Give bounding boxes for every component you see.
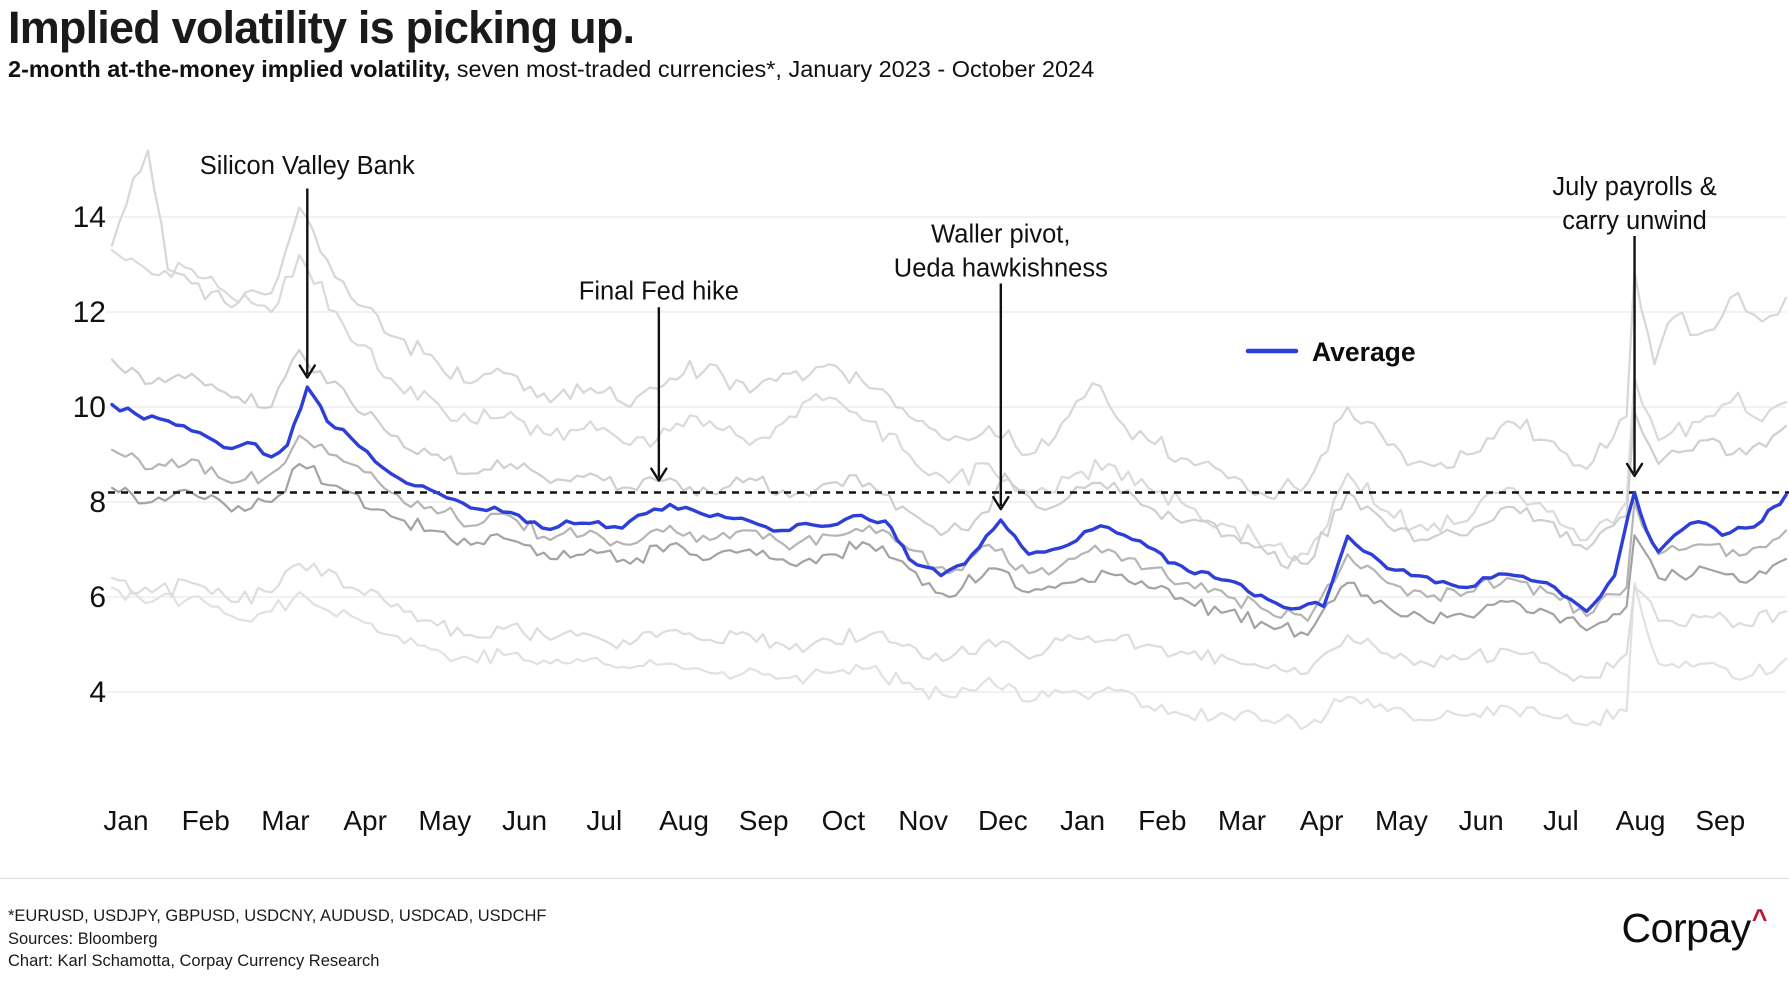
y-tick-label-4: 4 xyxy=(89,676,106,709)
x-tick-label-16-may: May xyxy=(1375,805,1428,836)
series-line-4 xyxy=(110,149,1788,500)
annotation-arrowhead-3 xyxy=(1625,462,1644,478)
footer-divider xyxy=(0,878,1789,879)
x-tick-label-0-jan: Jan xyxy=(103,805,148,836)
annotation-arrowhead-0 xyxy=(298,364,316,379)
x-tick-label-9-oct: Oct xyxy=(822,805,866,836)
x-tick-label-17-jun: Jun xyxy=(1459,805,1504,836)
corpay-logo-text: Corpay xyxy=(1621,905,1752,951)
annotation-text-3-line-0: July payrolls & xyxy=(1552,173,1716,201)
annotation-arrowhead-1 xyxy=(650,467,668,482)
legend-average-label: Average xyxy=(1312,337,1416,367)
x-tick-label-4-may: May xyxy=(418,805,471,836)
series-line-average xyxy=(110,385,1788,613)
series-line-2 xyxy=(110,562,1788,682)
x-tick-label-10-nov: Nov xyxy=(898,805,948,836)
series-line-5 xyxy=(110,348,1788,570)
annotation-text-2-line-1: Ueda hawkishness xyxy=(894,254,1108,282)
y-tick-label-10: 10 xyxy=(73,391,106,424)
series-line-3 xyxy=(110,249,1788,562)
x-tick-label-6-jul: Jul xyxy=(586,805,622,836)
corpay-logo-caret-icon: ^ xyxy=(1751,904,1768,934)
series-line-7 xyxy=(110,462,1788,638)
x-tick-label-20-sep: Sep xyxy=(1695,805,1745,836)
annotation-text-0-line-0: Silicon Valley Bank xyxy=(200,152,415,180)
x-tick-label-19-aug: Aug xyxy=(1616,805,1666,836)
x-tick-label-12-jan: Jan xyxy=(1060,805,1105,836)
x-tick-label-15-apr: Apr xyxy=(1300,805,1344,836)
x-tick-label-11-dec: Dec xyxy=(978,805,1028,836)
series-line-6 xyxy=(110,434,1788,622)
annotation-arrowhead-2 xyxy=(992,495,1010,511)
footnote-currencies: *EURUSD, USDJPY, GBPUSD, USDCNY, AUDUSD,… xyxy=(8,907,547,925)
annotation-text-1-line-0: Final Fed hike xyxy=(579,278,739,306)
x-tick-label-13-feb: Feb xyxy=(1138,805,1186,836)
y-tick-label-12: 12 xyxy=(73,296,106,329)
x-tick-label-18-jul: Jul xyxy=(1543,805,1579,836)
x-tick-label-2-mar: Mar xyxy=(261,805,309,836)
corpay-logo: Corpay^ xyxy=(1621,904,1768,952)
annotation-text-2-line-0: Waller pivot, xyxy=(931,220,1070,248)
x-tick-label-1-feb: Feb xyxy=(182,805,230,836)
y-tick-label-14: 14 xyxy=(73,201,106,234)
x-tick-label-8-sep: Sep xyxy=(739,805,789,836)
x-tick-label-5-jun: Jun xyxy=(502,805,547,836)
footnote-credit: Chart: Karl Schamotta, Corpay Currency R… xyxy=(8,952,380,970)
subtitle-regular-part: seven most-traded currencies*, January 2… xyxy=(450,56,1095,82)
x-tick-label-3-apr: Apr xyxy=(343,805,387,836)
chart-subtitle: 2-month at-the-money implied volatility,… xyxy=(8,56,1094,83)
y-tick-label-6: 6 xyxy=(89,581,106,614)
footer-notes: *EURUSD, USDJPY, GBPUSD, USDCNY, AUDUSD,… xyxy=(8,905,547,973)
x-tick-label-7-aug: Aug xyxy=(659,805,709,836)
subtitle-bold-part: 2-month at-the-money implied volatility, xyxy=(8,56,451,82)
page-title: Implied volatility is picking up. xyxy=(8,2,635,53)
x-tick-label-14-mar: Mar xyxy=(1218,805,1266,836)
annotation-text-3-line-1: carry unwind xyxy=(1562,207,1707,235)
series-line-1 xyxy=(110,581,1788,731)
y-tick-label-8: 8 xyxy=(89,486,106,519)
footnote-sources: Sources: Bloomberg xyxy=(8,929,158,948)
